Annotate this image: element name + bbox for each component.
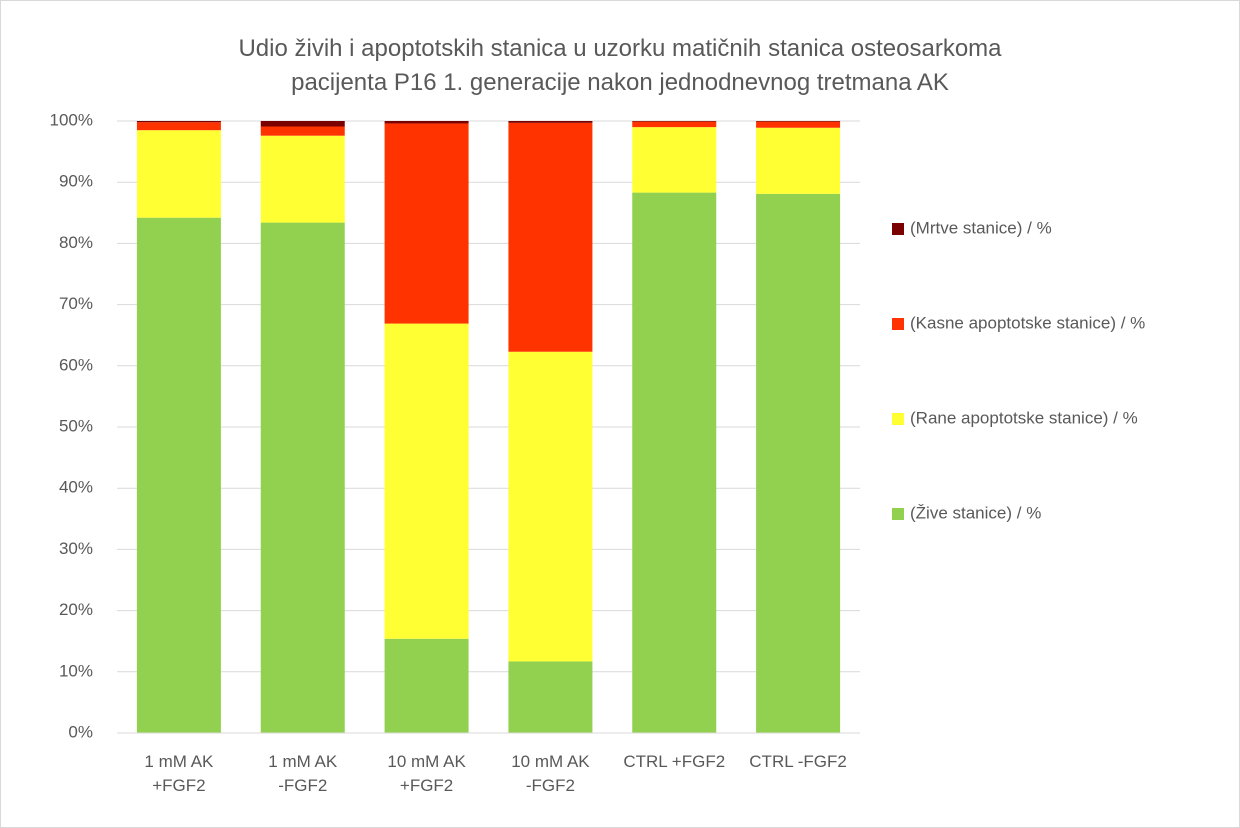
bar-segment xyxy=(508,121,593,123)
y-tick-label: 50% xyxy=(59,416,93,435)
y-tick-label: 30% xyxy=(59,539,93,558)
bar-segment xyxy=(756,127,841,194)
x-tick-label: 10 mM AK +FGF2 xyxy=(387,752,466,795)
bar-segment xyxy=(384,123,469,324)
legend-swatch xyxy=(892,223,904,235)
legend-label: (Kasne apoptotske stanice) / % xyxy=(910,313,1145,332)
y-tick-label: 80% xyxy=(59,233,93,252)
bar-segment xyxy=(136,122,221,131)
legend-swatch xyxy=(892,413,904,425)
bar-segment xyxy=(384,638,469,733)
x-tick-label: 1 mM AK +FGF2 xyxy=(144,752,214,795)
x-tick-label: 1 mM AK -FGF2 xyxy=(268,752,338,795)
legend-label: (Žive stanice) / % xyxy=(910,503,1041,522)
y-tick-label: 60% xyxy=(59,355,93,374)
y-tick-label: 100% xyxy=(50,110,93,129)
bar-segment xyxy=(384,323,469,639)
legend-swatch xyxy=(892,318,904,330)
y-tick-label: 90% xyxy=(59,172,93,191)
bar-segment xyxy=(136,217,221,734)
chart-title: Udio živih i apoptotskih stanica u uzork… xyxy=(238,35,1002,96)
bar-segment xyxy=(508,122,593,352)
legend-swatch xyxy=(892,508,904,520)
bar-segment xyxy=(632,121,717,122)
y-tick-label: 0% xyxy=(68,722,93,741)
y-tick-label: 70% xyxy=(59,294,93,313)
legend-label: (Mrtve stanice) / % xyxy=(910,218,1052,237)
y-tick-label: 40% xyxy=(59,478,93,497)
y-tick-label: 20% xyxy=(59,600,93,619)
legend-label: (Rane apoptotske stanice) / % xyxy=(910,408,1138,427)
bar-segment xyxy=(384,121,469,124)
bar-segment xyxy=(756,193,841,733)
bar-segment xyxy=(136,130,221,218)
bar-segment xyxy=(632,127,717,193)
bar-segment xyxy=(136,121,221,123)
bar-segment xyxy=(260,135,345,223)
bar-segment xyxy=(508,661,593,733)
bar-segment xyxy=(632,121,717,128)
bar-segment xyxy=(260,121,345,127)
bar-segment xyxy=(260,126,345,136)
bar-segment xyxy=(632,192,717,733)
bar-segment xyxy=(508,351,593,662)
bar-segment xyxy=(756,121,841,122)
x-tick-label: CTRL -FGF2 xyxy=(749,752,847,771)
bar-segment xyxy=(260,222,345,734)
y-tick-label: 10% xyxy=(59,661,93,680)
x-tick-label: 10 mM AK -FGF2 xyxy=(511,752,590,795)
bar-segment xyxy=(756,121,841,128)
x-tick-label: CTRL +FGF2 xyxy=(623,752,725,771)
